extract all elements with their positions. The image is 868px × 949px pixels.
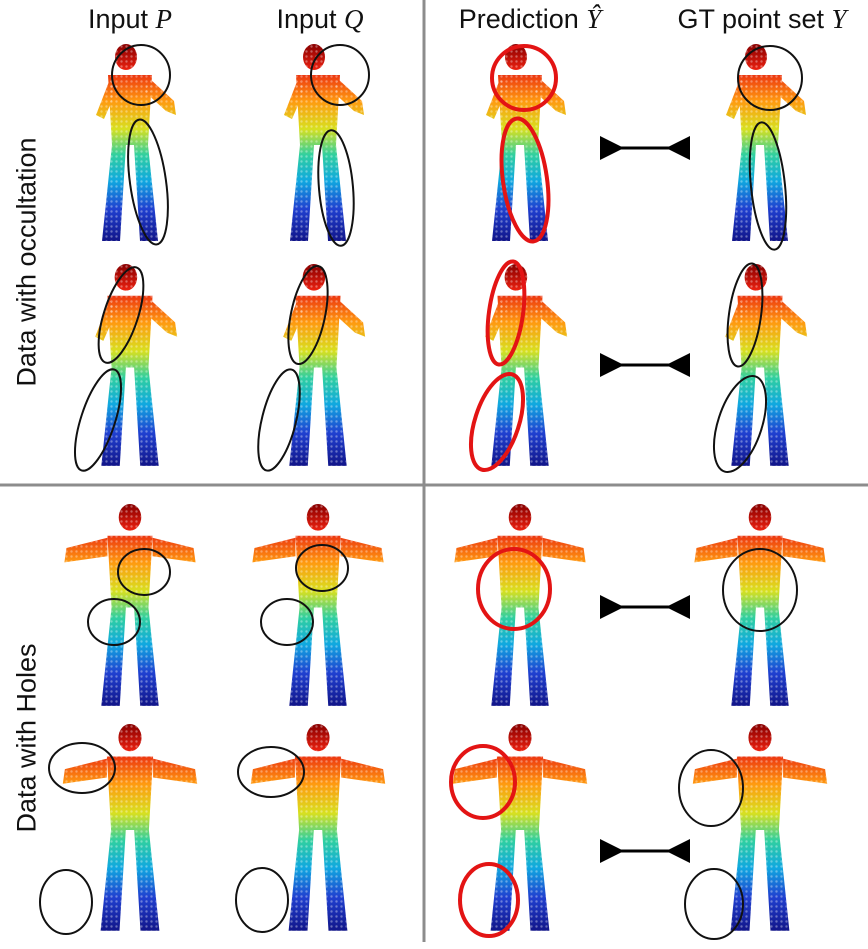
ellipse-gt-r2-torso bbox=[726, 262, 764, 368]
point-cloud-prediction-row2 bbox=[485, 263, 568, 466]
ellipse-pred-r2-torso bbox=[485, 259, 527, 367]
ellipse-p-r3-chest bbox=[117, 548, 171, 596]
header-prediction: Prediction Ŷ bbox=[458, 4, 602, 34]
ellipse-q-r3-chest bbox=[295, 544, 349, 592]
ellipse-gt-r4-foot bbox=[684, 868, 744, 940]
point-cloud-input-q-row4 bbox=[250, 723, 386, 931]
point-cloud-input-q-row2 bbox=[283, 263, 366, 466]
ellipse-p-r2-torso bbox=[97, 266, 145, 364]
ellipse-pred-r4-foot bbox=[458, 862, 520, 938]
point-cloud-input-p-row4 bbox=[62, 723, 198, 931]
row-label-occlusion: Data with occultation bbox=[11, 137, 42, 387]
ellipse-gt-r3-torso bbox=[722, 548, 798, 632]
ellipse-q-r1-leg bbox=[317, 129, 355, 247]
header-gt-point-set: GT point set Y bbox=[677, 4, 847, 34]
ellipse-pred-r4-shoulder bbox=[449, 744, 517, 820]
ellipse-gt-r1-shoulder bbox=[737, 45, 803, 111]
ellipse-p-r4-shoulder bbox=[48, 742, 116, 794]
header-input-p: Input P bbox=[87, 4, 173, 34]
ellipse-q-r2-leg bbox=[257, 368, 301, 472]
ellipse-p-r3-waist bbox=[87, 598, 141, 646]
ellipse-pred-r3-torso bbox=[476, 547, 552, 631]
ellipse-p-r4-foot bbox=[39, 869, 93, 935]
ellipse-pred-r2-leg bbox=[468, 371, 526, 473]
ellipse-p-r2-leg bbox=[73, 368, 123, 472]
point-cloud-input-p-row3 bbox=[64, 503, 196, 706]
ellipse-q-r4-foot bbox=[235, 867, 289, 933]
point-cloud-gt-row3 bbox=[694, 503, 826, 706]
point-cloud-input-p-row2 bbox=[95, 263, 178, 466]
ellipse-q-r3-waist bbox=[260, 598, 314, 646]
point-cloud-prediction-row4 bbox=[452, 723, 588, 931]
point-cloud-gt-row2 bbox=[725, 263, 808, 466]
ellipse-q-r4-shoulder bbox=[237, 746, 305, 798]
row-label-holes: Data with Holes bbox=[11, 643, 42, 833]
ellipse-gt-r4-shoulder bbox=[678, 749, 744, 827]
point-cloud-gt-row4 bbox=[692, 723, 828, 931]
point-cloud-input-q-row3 bbox=[252, 503, 384, 706]
ellipse-gt-r2-leg bbox=[712, 374, 768, 474]
ellipse-q-r1-shoulder bbox=[310, 44, 370, 106]
ellipse-p-r1-shoulder bbox=[111, 44, 171, 106]
point-cloud-input-q-row1 bbox=[284, 44, 364, 241]
ellipse-p-r1-leg bbox=[127, 118, 169, 246]
point-cloud-input-p-row1 bbox=[96, 44, 176, 241]
ellipse-pred-r1-leg bbox=[499, 116, 551, 244]
ellipse-pred-r1-shoulder bbox=[490, 44, 558, 112]
header-input-q: Input Q bbox=[276, 4, 364, 34]
ellipse-gt-r1-leg bbox=[748, 121, 788, 251]
ellipse-q-r2-torso bbox=[287, 264, 329, 366]
point-cloud-prediction-row3 bbox=[454, 503, 586, 706]
